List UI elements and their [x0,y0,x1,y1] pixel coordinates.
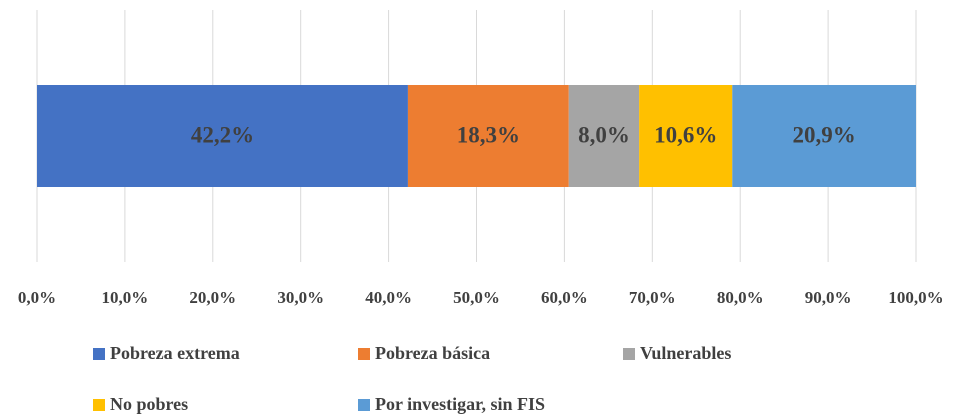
bar-segment [732,85,916,187]
value-label: 10,6% [654,122,717,147]
x-tick-label: 80,0% [717,288,764,307]
x-tick-label: 20,0% [189,288,236,307]
bar-segment [407,85,569,187]
legend-label: Pobreza extrema [110,343,240,363]
legend-label: No pobres [110,394,188,414]
bar-segment [568,85,640,187]
x-tick-label: 30,0% [277,288,324,307]
legend-label: Por investigar, sin FIS [375,394,545,414]
x-tick-label: 60,0% [541,288,588,307]
legend-swatch [623,348,635,360]
legend-label: Vulnerables [640,343,731,363]
x-tick-label: 40,0% [365,288,412,307]
legend-swatch [93,348,105,360]
x-tick-label: 10,0% [102,288,149,307]
legend-swatch [358,348,370,360]
legend-swatch [93,399,105,411]
x-tick-label: 70,0% [629,288,676,307]
legend-swatch [358,399,370,411]
value-label: 42,2% [191,122,254,147]
x-tick-label: 50,0% [453,288,500,307]
value-label: 20,9% [793,122,856,147]
x-tick-label: 90,0% [805,288,852,307]
value-label: 8,0% [578,122,630,147]
bar-segment [37,85,408,187]
legend-label: Pobreza básica [375,343,490,363]
x-tick-label: 100,0% [888,288,943,307]
value-label: 18,3% [457,122,520,147]
x-tick-label: 0,0% [18,288,56,307]
bar-segment [639,85,733,187]
